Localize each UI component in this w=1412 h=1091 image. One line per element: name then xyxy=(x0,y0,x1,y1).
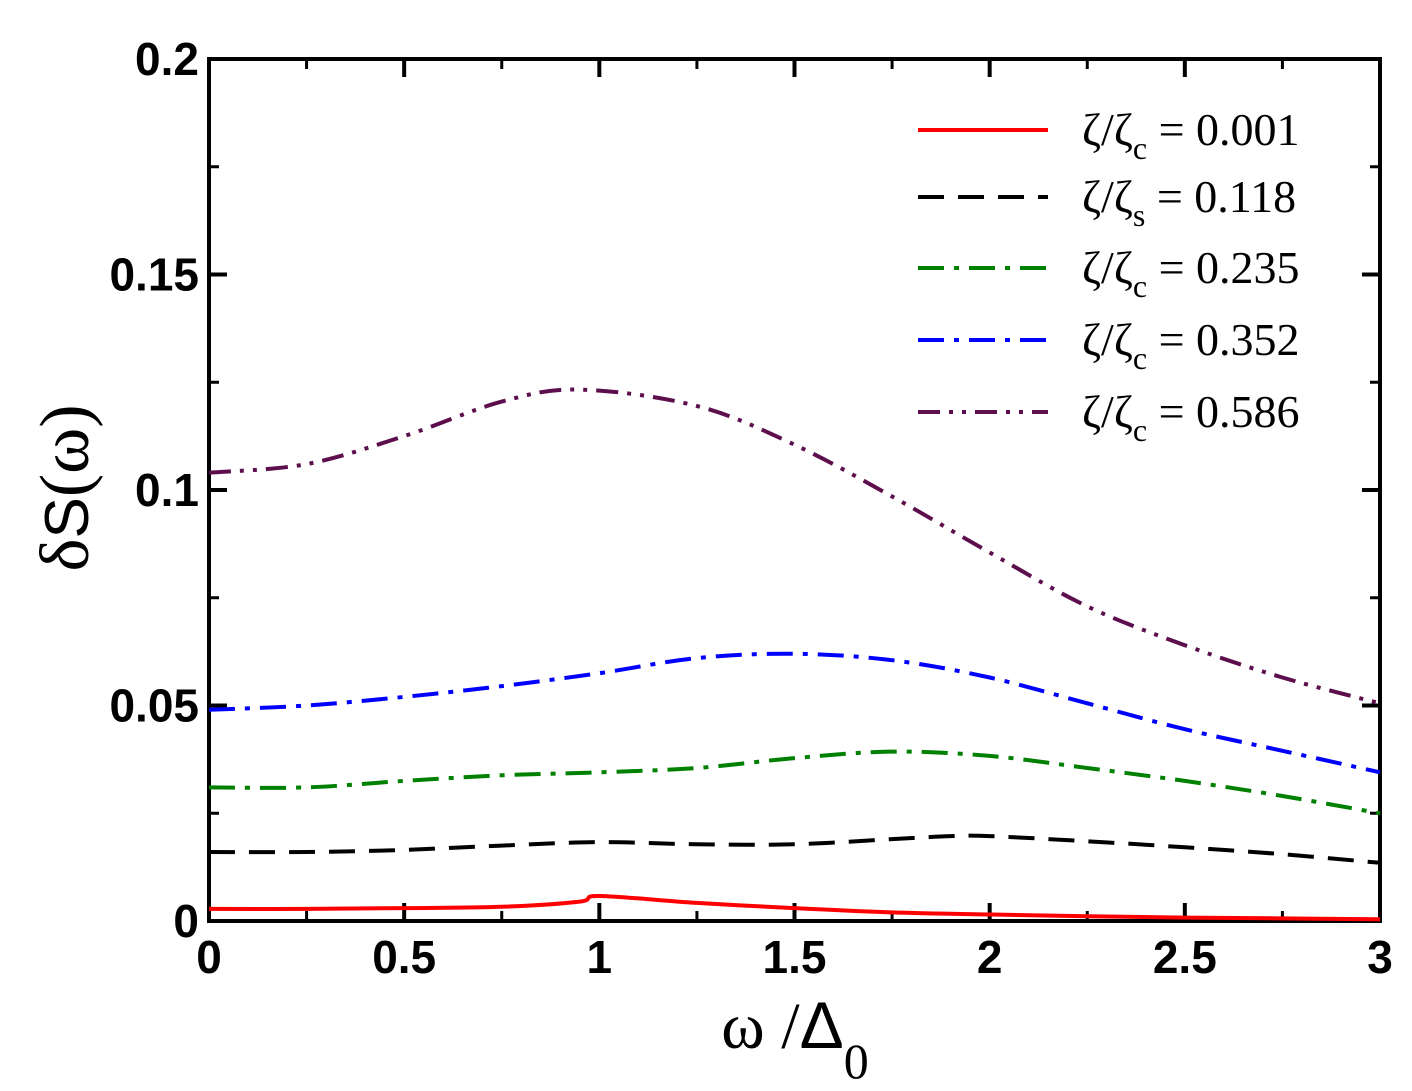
y-axis-label-close-paren: ) xyxy=(27,404,104,427)
x-tick-label: 0 xyxy=(196,931,222,983)
series-line-1 xyxy=(208,893,1381,922)
y-tick-label: 0 xyxy=(173,895,199,947)
x-axis-label-delta: Δ xyxy=(800,988,844,1062)
legend-label-1: ζ/ζc = 0.001 xyxy=(1082,104,1300,166)
y-axis-label-open-paren: ( xyxy=(27,474,104,497)
series-lines xyxy=(208,387,1381,922)
x-tick-label: 2.5 xyxy=(1153,931,1217,983)
x-tick-label: 0.5 xyxy=(372,931,436,983)
x-axis-label: ω /Δ0 xyxy=(721,988,868,1089)
series-line-3 xyxy=(208,749,1381,816)
y-axis-label-omega: ω xyxy=(27,428,104,474)
y-tick-label: 0.05 xyxy=(109,680,199,732)
y-tick-label: 0.1 xyxy=(135,464,199,516)
series-line-4 xyxy=(208,651,1381,775)
y-axis-label-s: S xyxy=(33,497,102,538)
y-tick-label: 0.15 xyxy=(109,249,199,301)
legend-label-5: ζ/ζc = 0.586 xyxy=(1082,386,1300,448)
x-tick-label: 1.5 xyxy=(763,931,827,983)
y-tick-label: 0.2 xyxy=(135,33,199,85)
series-line-5 xyxy=(208,387,1381,706)
x-axis-label-separator: / xyxy=(765,990,801,1063)
x-axis-label-subscript: 0 xyxy=(844,1033,869,1089)
legend-label-2: ζ/ζs = 0.118 xyxy=(1082,171,1296,233)
y-axis-label-delta: δ xyxy=(27,539,104,572)
legend-label-4: ζ/ζc = 0.352 xyxy=(1082,314,1300,376)
x-tick-label: 3 xyxy=(1367,931,1393,983)
legend-label-3: ζ/ζc = 0.235 xyxy=(1082,242,1300,304)
axis-ticks xyxy=(207,57,1382,923)
y-axis-label: δS(ω) xyxy=(27,404,104,571)
x-tick-label: 1 xyxy=(587,931,613,983)
x-axis-label-omega: ω xyxy=(721,990,764,1063)
x-tick-label: 2 xyxy=(977,931,1003,983)
tick-labels: 0 0.5 1 1.5 2 2.5 3 0 0.05 0.1 0.15 0.2 xyxy=(109,33,1392,983)
series-line-2 xyxy=(208,833,1381,865)
